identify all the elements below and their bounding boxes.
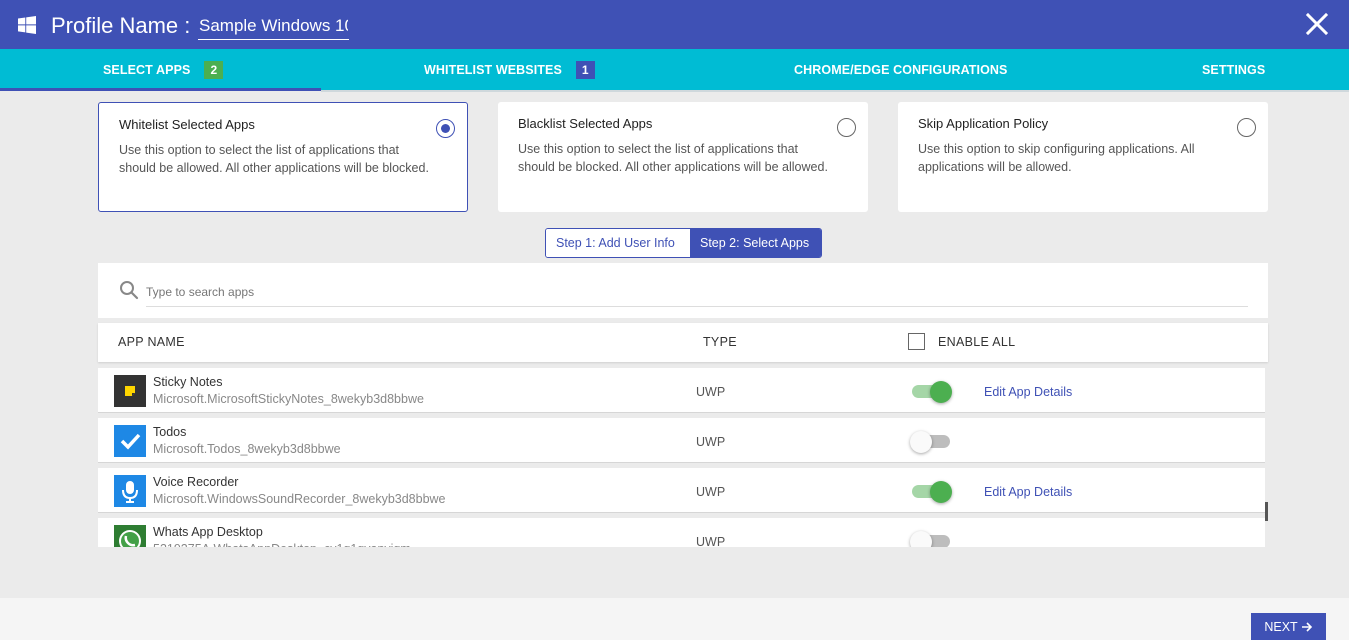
edit-app-details-link[interactable]: Edit App Details xyxy=(984,385,1073,399)
app-package-id: Microsoft.MicrosoftStickyNotes_8wekyb3d8… xyxy=(153,392,424,406)
app-name: Sticky Notes xyxy=(153,375,223,389)
app-enable-toggle[interactable] xyxy=(910,380,952,403)
app-name: Todos xyxy=(153,425,187,439)
next-label: NEXT xyxy=(1264,619,1298,634)
table-header: APP NAME TYPE ENABLE ALL xyxy=(98,323,1268,362)
close-icon[interactable] xyxy=(1303,10,1331,38)
app-type: UWP xyxy=(696,485,726,499)
windows-logo-icon xyxy=(18,16,36,34)
table-row: Whats App Desktop 5319275A.WhatsAppDeskt… xyxy=(98,518,1265,547)
policy-card-whitelist[interactable]: Whitelist Selected Apps Use this option … xyxy=(98,102,468,212)
tab-label: WHITELIST WEBSITES xyxy=(424,63,562,77)
column-header-app-name: APP NAME xyxy=(118,335,185,349)
policy-card-skip[interactable]: Skip Application Policy Use this option … xyxy=(898,102,1268,212)
enable-all-label: ENABLE ALL xyxy=(938,335,1016,349)
policy-title: Skip Application Policy xyxy=(918,116,1049,131)
app-enable-toggle[interactable] xyxy=(910,430,952,453)
search-input[interactable] xyxy=(146,277,1248,307)
tab-select-apps[interactable]: SELECT APPS 2 xyxy=(103,49,224,91)
microphone-icon xyxy=(114,475,146,507)
policy-title: Whitelist Selected Apps xyxy=(119,117,255,132)
app-list: Sticky Notes Microsoft.MicrosoftStickyNo… xyxy=(98,368,1268,547)
search-panel xyxy=(98,263,1268,318)
tab-whitelist-websites[interactable]: WHITELIST WEBSITES 1 xyxy=(424,49,595,91)
column-header-type: TYPE xyxy=(703,335,737,349)
app-enable-toggle[interactable] xyxy=(910,530,952,547)
tab-settings[interactable]: SETTINGS xyxy=(1202,49,1265,91)
table-row: Voice Recorder Microsoft.WindowsSoundRec… xyxy=(98,468,1265,513)
sticky-notes-icon xyxy=(114,375,146,407)
step-1-button[interactable]: Step 1: Add User Info xyxy=(546,229,690,257)
app-package-id: Microsoft.Todos_8wekyb3d8bbwe xyxy=(153,442,341,456)
tab-bar: SELECT APPS 2 WHITELIST WEBSITES 1 CHROM… xyxy=(0,49,1349,91)
policy-card-blacklist[interactable]: Blacklist Selected Apps Use this option … xyxy=(498,102,868,212)
policy-description: Use this option to skip configuring appl… xyxy=(918,142,1195,174)
policy-radio-blacklist[interactable] xyxy=(837,118,856,137)
policy-description: Use this option to select the list of ap… xyxy=(119,143,429,175)
app-type: UWP xyxy=(696,535,726,547)
tab-label: SELECT APPS xyxy=(103,63,191,77)
table-row: Sticky Notes Microsoft.MicrosoftStickyNo… xyxy=(98,368,1265,413)
footer-bar xyxy=(0,598,1349,640)
step-2-button[interactable]: Step 2: Select Apps xyxy=(690,229,821,257)
app-enable-toggle[interactable] xyxy=(910,480,952,503)
tab-label: CHROME/EDGE CONFIGURATIONS xyxy=(794,63,1008,77)
profile-name-input[interactable] xyxy=(198,13,349,40)
policy-title: Blacklist Selected Apps xyxy=(518,116,653,131)
app-type: UWP xyxy=(696,435,726,449)
enable-all-checkbox[interactable] xyxy=(908,333,925,350)
whatsapp-icon xyxy=(114,525,146,547)
tab-label: SETTINGS xyxy=(1202,63,1266,77)
arrow-right-icon xyxy=(1301,621,1312,632)
todos-icon xyxy=(114,425,146,457)
app-package-id: Microsoft.WindowsSoundRecorder_8wekyb3d8… xyxy=(153,492,446,506)
policy-radio-whitelist[interactable] xyxy=(436,119,455,138)
count-badge: 2 xyxy=(204,61,224,79)
policy-radio-skip[interactable] xyxy=(1237,118,1256,137)
profile-name-label: Profile Name : xyxy=(51,13,191,38)
search-icon xyxy=(120,281,139,300)
policy-description: Use this option to select the list of ap… xyxy=(518,142,828,174)
tab-chrome-edge-configurations[interactable]: CHROME/EDGE CONFIGURATIONS xyxy=(794,49,1007,91)
app-type: UWP xyxy=(696,385,726,399)
count-badge: 1 xyxy=(575,61,595,79)
app-name: Voice Recorder xyxy=(153,475,239,489)
app-name: Whats App Desktop xyxy=(153,525,263,539)
list-scrollbar[interactable] xyxy=(1265,502,1268,521)
active-tab-indicator xyxy=(0,88,321,91)
next-button[interactable]: NEXT xyxy=(1251,613,1326,640)
step-toggle-group: Step 1: Add User Info Step 2: Select App… xyxy=(545,228,822,258)
tab-divider xyxy=(321,90,1349,92)
app-header: Profile Name : xyxy=(0,0,1349,49)
table-row: Todos Microsoft.Todos_8wekyb3d8bbwe UWP xyxy=(98,418,1265,463)
edit-app-details-link[interactable]: Edit App Details xyxy=(984,485,1073,499)
